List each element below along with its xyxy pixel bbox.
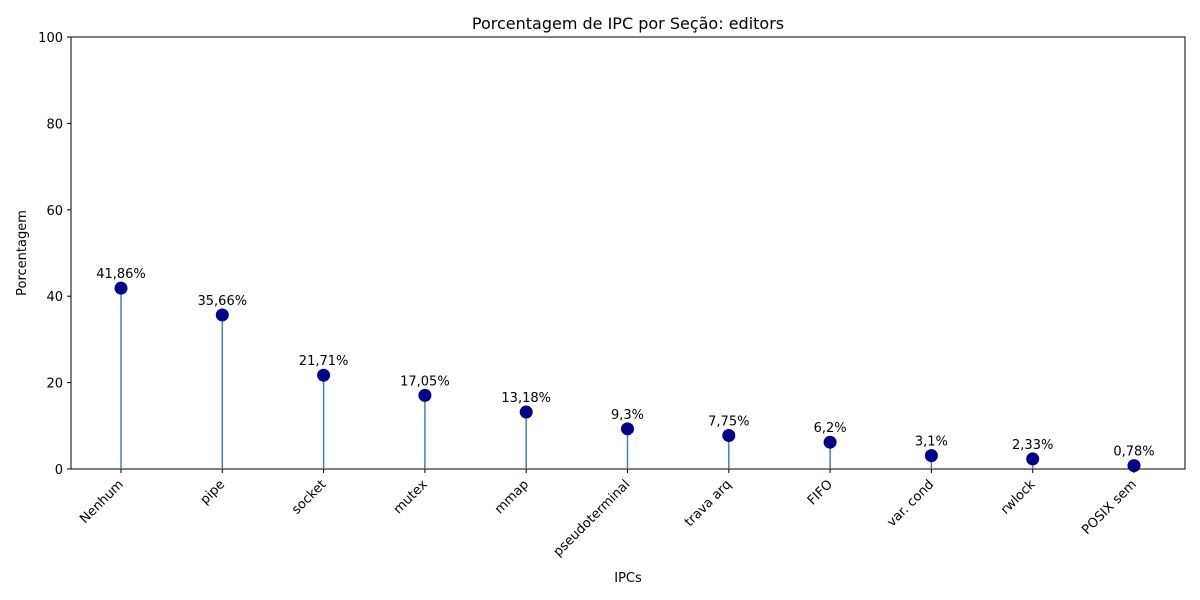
data-label-9: 2,33% — [1012, 438, 1053, 453]
y-tick-label: 60 — [46, 204, 63, 219]
y-tick-label: 20 — [46, 377, 63, 392]
x-tick-label: FIFO — [805, 477, 836, 508]
data-label-3: 17,05% — [400, 374, 450, 389]
y-axis-label: Porcentagem — [15, 210, 30, 296]
data-label-5: 9,3% — [611, 408, 644, 423]
y-axis: 0 20 40 60 80 100 — [38, 31, 71, 478]
x-tick-label: POSIX sem — [1079, 477, 1140, 538]
x-tick-label: socket — [289, 477, 329, 517]
marker-3 — [418, 388, 432, 402]
marker-2 — [317, 368, 331, 382]
x-tick-label: mmap — [492, 477, 532, 517]
stems-group — [120, 288, 1135, 469]
y-tick-label: 0 — [55, 463, 63, 478]
data-label-4: 13,18% — [501, 391, 551, 406]
data-label-7: 6,2% — [814, 421, 847, 436]
marker-9 — [1026, 452, 1040, 466]
chart-title: Porcentagem de IPC por Seção: editors — [472, 14, 784, 33]
data-label-10: 0,78% — [1113, 445, 1154, 460]
x-tick-label: mutex — [391, 477, 431, 517]
data-label-6: 7,75% — [708, 415, 749, 430]
x-tick-label: rwlock — [998, 477, 1039, 518]
x-tick-label: pseudoterminal — [551, 477, 634, 560]
data-label-8: 3,1% — [915, 435, 948, 450]
x-tick-label: pipe — [198, 477, 228, 507]
y-tick-label: 80 — [46, 117, 63, 132]
x-tick-label: trava arq — [682, 477, 735, 530]
x-axis-label: IPCs — [614, 571, 642, 586]
marker-8 — [924, 449, 938, 463]
marker-5 — [621, 422, 634, 436]
data-label-0: 41,86% — [96, 267, 146, 282]
data-label-2: 21,71% — [299, 354, 349, 369]
y-tick-label: 40 — [46, 290, 63, 305]
data-labels-group: 41,86% 35,66% 21,71% 17,05% 13,18% 9,3% 7,75% 6… — [96, 267, 1154, 459]
markers-group — [114, 281, 1141, 473]
data-label-1: 35,66% — [198, 294, 248, 309]
marker-6 — [722, 429, 736, 443]
marker-10 — [1127, 459, 1141, 473]
marker-4 — [519, 405, 533, 419]
marker-7 — [823, 435, 837, 449]
x-axis: Nenhum pipe socket mutex mmap pseudoterminal t… — [77, 469, 1140, 560]
x-tick-label: Nenhum — [77, 477, 127, 527]
marker-0 — [114, 281, 128, 295]
y-tick-label: 100 — [38, 31, 63, 46]
marker-1 — [215, 308, 229, 322]
x-tick-label: var. cond — [884, 477, 937, 530]
plot-frame — [70, 36, 1186, 470]
